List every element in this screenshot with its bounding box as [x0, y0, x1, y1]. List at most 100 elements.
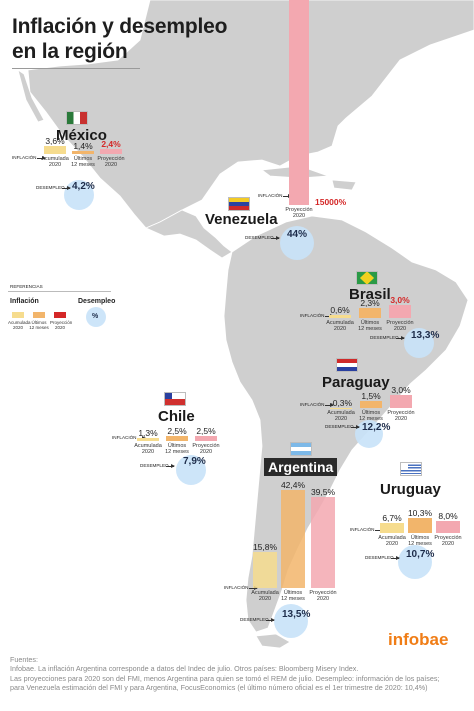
inflation-bar — [359, 307, 381, 318]
flag-mx-icon — [66, 111, 88, 125]
inflacion-label: INFLACIÓN — [300, 402, 325, 407]
desempleo-arrow — [271, 236, 280, 240]
baja-california-shape — [17, 69, 45, 123]
desempleo-arrow — [391, 556, 400, 560]
inflation-bar — [195, 435, 217, 441]
inflacion-arrow — [249, 586, 258, 590]
legend-swatch-ultimos — [33, 312, 45, 318]
desempleo-value: 4,2% — [72, 181, 95, 192]
legend-heading: REFERENCIAS — [10, 284, 43, 289]
inflation-value: 42,4% — [280, 480, 306, 491]
category-label: Acumulada 2020 — [41, 156, 69, 168]
sources-line: para Venezuela estimación del FMI y para… — [10, 682, 428, 692]
inflation-value: 8,0% — [438, 511, 458, 521]
desempleo-value: 10,7% — [406, 549, 435, 560]
desempleo-label: DESEMPLEO — [370, 335, 399, 340]
inflation-bar — [329, 315, 351, 318]
inflation-bar — [100, 148, 122, 154]
legend: REFERENCIAS Inflación Desempleo Acumulad… — [8, 284, 115, 336]
category-label: Últimos 12 meses — [165, 443, 189, 455]
inflation-value: 3,6% — [45, 136, 65, 147]
category-label: Últimos 12 meses — [408, 535, 432, 547]
inflation-bar — [289, 0, 309, 205]
country-name: Paraguay — [322, 374, 390, 391]
flag-cl-canton — [165, 393, 172, 399]
inflation-value: 15,8% — [252, 541, 278, 552]
sources-line: Las proyecciones para 2020 son del FMI, … — [10, 673, 440, 683]
desempleo-arrow — [351, 425, 360, 429]
inflacion-label: INFLACIÓN — [112, 435, 137, 440]
flag-cl-icon — [164, 392, 186, 406]
chart-title: Inflación y desempleo en la región — [12, 15, 228, 63]
inflation-value: 6,7% — [382, 512, 402, 523]
desempleo-value: 12,2% — [362, 422, 391, 433]
desempleo-label: DESEMPLEO — [240, 617, 269, 622]
desempleo-label: DESEMPLEO — [245, 235, 274, 240]
desempleo-bubble — [280, 226, 314, 260]
inflation-value: 10,3% — [407, 507, 433, 518]
infobae-logo: infobae — [388, 630, 449, 649]
legend-item-ultimos: Últimos 12 meses — [29, 320, 49, 330]
inflation-bar — [44, 146, 66, 154]
category-label: Acumulada 2020 — [327, 410, 355, 422]
inflation-bar — [166, 435, 188, 441]
inflation-bar — [137, 438, 159, 441]
desempleo-label: DESEMPLEO — [365, 555, 394, 560]
desempleo-bubble — [355, 420, 383, 448]
inflation-value: 1,5% — [361, 391, 381, 402]
desempleo-label: DESEMPLEO — [36, 185, 65, 190]
inflation-value: 2,3% — [360, 297, 380, 308]
category-label: Últimos 12 meses — [281, 590, 305, 602]
category-label: Últimos 12 meses — [358, 320, 382, 332]
inflacion-arrow — [325, 403, 334, 407]
legend-pct-label: % — [92, 313, 99, 320]
desempleo-arrow — [62, 186, 71, 190]
legend-swatch-acumulada — [12, 312, 24, 318]
desempleo-bubble — [274, 604, 308, 638]
inflation-value: 2,5% — [167, 425, 187, 436]
flag-py-icon — [336, 358, 358, 372]
desempleo-bubble — [404, 328, 434, 358]
north-america-shape — [27, 0, 474, 229]
desempleo-label: DESEMPLEO — [140, 463, 169, 468]
sources-line: Fuentes: — [10, 655, 38, 664]
desempleo-value: 7,9% — [183, 456, 206, 467]
desempleo-value: 44% — [287, 229, 308, 240]
inflation-bar — [330, 408, 352, 410]
category-label: Proyección 2020 — [97, 156, 125, 168]
desempleo-arrow — [166, 464, 175, 468]
country-name: México — [56, 127, 107, 144]
flag-uy-icon — [400, 462, 422, 476]
legend-item-proyeccion: Proyección 2020 — [50, 320, 73, 330]
inflation-value: 2,5% — [196, 425, 216, 436]
flag-br-icon — [356, 271, 378, 285]
title-rule — [12, 68, 140, 69]
legend-item-acumulada: Acumulada 2020 — [8, 320, 31, 330]
inflation-bar — [311, 497, 335, 588]
inflation-bar — [436, 521, 460, 533]
desempleo-arrow — [396, 336, 405, 340]
inflation-bar — [408, 517, 432, 533]
category-label: Acumulada 2020 — [251, 590, 279, 602]
hispaniola-shape — [331, 179, 357, 191]
legend-inflacion-label: Inflación — [10, 298, 39, 305]
inflation-bar — [390, 394, 412, 408]
inflacion-label: INFLACIÓN — [258, 193, 283, 198]
desempleo-arrow — [266, 618, 275, 622]
category-label: Acumulada 2020 — [378, 535, 406, 547]
category-label: Acumulada 2020 — [326, 320, 354, 332]
category-label: Proyección 2020 — [309, 590, 337, 602]
desempleo-value: 13,5% — [282, 609, 311, 620]
inflation-value: 39,5% — [310, 487, 336, 498]
country-name: Argentina — [264, 458, 338, 476]
category-label: Proyección 2020 — [434, 535, 462, 547]
legend-desempleo-label: Desempleo — [78, 298, 116, 305]
inflation-value: 2,4% — [101, 138, 121, 149]
sources-note: Fuentes: Infobae. La inflación Argentina… — [10, 655, 466, 692]
inflation-value: 3,0% — [391, 384, 411, 395]
country-name: Chile — [158, 408, 195, 425]
inflacion-label: INFLACIÓN — [224, 585, 249, 590]
inflation-bar — [281, 490, 305, 588]
inflation-bar — [253, 551, 277, 588]
